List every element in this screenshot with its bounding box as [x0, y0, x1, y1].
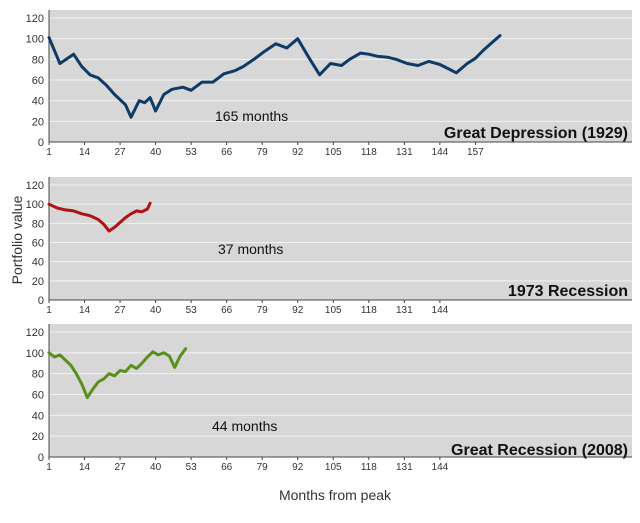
x-tick-label: 92 — [292, 305, 304, 316]
x-tick-label: 14 — [79, 305, 91, 316]
x-tick-label: 144 — [432, 305, 449, 316]
x-tick-label: 40 — [150, 305, 162, 316]
series-line — [47, 347, 188, 400]
y-tick-label: 120 — [26, 327, 44, 339]
x-tick-label: 27 — [115, 462, 127, 473]
panel-title: Great Depression (1929) — [444, 125, 628, 142]
x-tick-label: 27 — [115, 305, 127, 316]
x-tick-label: 131 — [396, 147, 413, 158]
x-tick-label: 144 — [432, 462, 449, 473]
x-tick-label: 53 — [186, 305, 198, 316]
y-tick-label: 40 — [32, 96, 44, 108]
x-tick-label: 105 — [325, 147, 342, 158]
panel-background — [49, 177, 632, 300]
y-tick-label: 40 — [32, 410, 44, 422]
x-tick-label: 79 — [257, 147, 269, 158]
y-tick-label: 80 — [32, 218, 44, 230]
y-tick-label: 40 — [32, 257, 44, 269]
panel-title: Great Recession (2008) — [451, 442, 628, 459]
x-tick-label: 66 — [221, 305, 233, 316]
chart-panel-1: 0 20 40 60 80 100 120 1 14 27 40 53 66 79 92 105 118 131 1… — [26, 10, 632, 158]
y-tick-label: 60 — [32, 238, 44, 250]
x-tick-label: 40 — [150, 462, 162, 473]
x-tick-label: 157 — [467, 147, 484, 158]
y-tick-label: 120 — [26, 180, 44, 192]
x-tick-label: 92 — [292, 147, 304, 158]
x-tick-label: 14 — [79, 462, 91, 473]
y-axis-label: Portfolio value — [9, 195, 25, 284]
y-tick-label: 20 — [32, 276, 44, 288]
y-tick-label: 60 — [32, 75, 44, 87]
duration-annotation: 165 months — [215, 108, 288, 124]
x-tick-label: 53 — [186, 462, 198, 473]
y-tick-label: 0 — [38, 295, 44, 307]
x-tick-label: 105 — [325, 305, 342, 316]
x-tick-label: 118 — [361, 305, 377, 316]
x-axis-label: Months from peak — [279, 487, 392, 503]
y-tick-label: 20 — [32, 431, 44, 443]
y-tick-label: 100 — [26, 34, 44, 46]
x-tick-label: 118 — [361, 147, 377, 158]
x-tick-label: 1 — [46, 305, 52, 316]
x-tick-label: 27 — [115, 147, 127, 158]
x-tick-label: 40 — [150, 147, 162, 158]
x-tick-label: 131 — [396, 305, 413, 316]
y-tick-label: 120 — [26, 13, 44, 25]
chart-panel-3: 0 20 40 60 80 100 120 1 14 27 40 53 66 79 92 105 118 131 1… — [26, 324, 632, 473]
x-tick-label: 92 — [292, 462, 304, 473]
chart-panel-2: 0 20 40 60 80 100 120 1 14 27 40 53 66 79 92 105 118 131 1… — [26, 177, 632, 316]
y-tick-label: 80 — [32, 369, 44, 381]
y-tick-label: 100 — [26, 199, 44, 211]
x-tick-label: 131 — [396, 462, 413, 473]
x-tick-label: 118 — [361, 462, 377, 473]
duration-annotation: 44 months — [212, 418, 277, 434]
series-line — [47, 201, 152, 233]
y-tick-label: 0 — [38, 137, 44, 149]
x-tick-label: 1 — [46, 147, 52, 158]
x-tick-label: 79 — [257, 305, 269, 316]
panel-background — [49, 10, 632, 142]
x-tick-label: 105 — [325, 462, 342, 473]
y-tick-label: 100 — [26, 348, 44, 360]
x-tick-label: 53 — [186, 147, 198, 158]
series-line — [47, 34, 502, 119]
y-tick-label: 80 — [32, 54, 44, 66]
x-tick-label: 66 — [221, 462, 233, 473]
x-tick-label: 14 — [79, 147, 91, 158]
y-tick-label: 0 — [38, 452, 44, 464]
duration-annotation: 37 months — [218, 241, 283, 257]
y-tick-label: 60 — [32, 390, 44, 402]
y-tick-label: 20 — [32, 116, 44, 128]
x-tick-label: 66 — [221, 147, 233, 158]
panel-title: 1973 Recession — [508, 283, 628, 300]
x-tick-label: 1 — [46, 462, 52, 473]
panel-background — [49, 324, 632, 457]
x-tick-label: 79 — [257, 462, 269, 473]
x-tick-label: 144 — [432, 147, 449, 158]
